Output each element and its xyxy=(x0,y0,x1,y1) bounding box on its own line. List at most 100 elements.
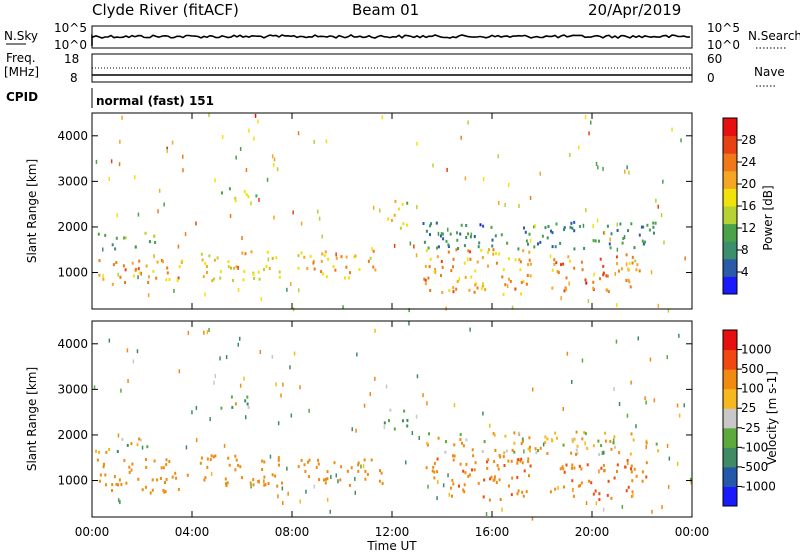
power-cell xyxy=(309,254,312,258)
velocity-cell xyxy=(335,473,337,478)
power-cell xyxy=(520,281,523,284)
power-cell xyxy=(324,250,327,254)
power-cell xyxy=(467,257,469,262)
power-cell xyxy=(582,223,585,228)
power-cell xyxy=(152,269,155,273)
power-cell xyxy=(425,249,428,253)
power-cell xyxy=(290,282,292,286)
velocity-cell xyxy=(604,431,606,435)
power-cell xyxy=(465,236,468,239)
time-tick-label: 12:00 xyxy=(375,525,410,539)
velocity-cell xyxy=(282,501,284,505)
velocity-cell xyxy=(542,442,545,447)
power-ytick-label: 1000 xyxy=(57,266,88,280)
velocity-cell xyxy=(103,462,105,466)
power-cell xyxy=(495,252,497,256)
velocity-cell xyxy=(590,481,593,485)
power-cell xyxy=(479,223,482,227)
power-colorbar-tick-label: 12 xyxy=(741,221,756,235)
power-cell xyxy=(593,272,595,277)
power-cell xyxy=(627,229,629,233)
power-cell xyxy=(456,238,459,242)
power-cell xyxy=(440,260,443,263)
power-colorbar: 4 8 12 16 20 24 28 Power [dB] xyxy=(722,117,775,295)
power-cell xyxy=(597,165,599,170)
power-cell xyxy=(138,271,141,275)
velocity-cell xyxy=(308,475,310,479)
power-cell xyxy=(134,267,137,271)
power-cell xyxy=(553,263,556,266)
velocity-cell xyxy=(231,405,234,409)
power-cell xyxy=(322,272,325,276)
velocity-cell xyxy=(128,465,131,469)
power-cell xyxy=(652,225,655,229)
power-cell xyxy=(629,285,632,289)
velocity-cell xyxy=(588,479,591,483)
power-cell xyxy=(184,232,187,237)
power-cell xyxy=(393,213,396,217)
velocity-cell xyxy=(156,478,159,482)
power-cell xyxy=(534,224,536,228)
velocity-colorbar-cell xyxy=(723,408,737,429)
power-cell xyxy=(321,252,324,256)
velocity-cell xyxy=(239,336,241,341)
power-cell xyxy=(480,287,483,291)
power-cell xyxy=(528,250,531,254)
velocity-cell xyxy=(245,415,247,420)
velocity-cell xyxy=(621,504,624,509)
velocity-cell xyxy=(274,474,277,478)
velocity-cell xyxy=(632,438,635,442)
power-cell xyxy=(567,255,570,259)
power-cell xyxy=(563,226,566,230)
power-cell xyxy=(501,275,504,279)
power-cell xyxy=(369,256,372,260)
power-cell xyxy=(145,264,148,268)
velocity-cell xyxy=(408,321,410,326)
velocity-cell xyxy=(624,465,627,469)
velocity-cell xyxy=(469,327,471,332)
power-cell xyxy=(555,222,558,226)
velocity-cell xyxy=(118,478,121,482)
velocity-cell xyxy=(381,482,384,485)
velocity-cell xyxy=(117,433,120,438)
power-cell xyxy=(221,134,224,139)
power-cell xyxy=(297,131,300,136)
power-cell xyxy=(554,245,557,249)
power-cell xyxy=(221,191,223,195)
power-cell xyxy=(527,242,529,246)
power-cell xyxy=(631,255,634,259)
velocity-cell xyxy=(293,351,296,356)
velocity-cell xyxy=(329,509,331,514)
velocity-cell xyxy=(271,354,274,359)
velocity-cell xyxy=(267,482,270,485)
power-cell xyxy=(399,226,402,230)
power-cell xyxy=(429,224,432,228)
power-cell xyxy=(641,239,644,243)
velocity-cell xyxy=(667,484,670,489)
power-cell xyxy=(267,257,270,262)
velocity-cell xyxy=(249,481,252,485)
power-cell xyxy=(344,276,346,280)
velocity-cell xyxy=(388,419,390,423)
velocity-cell xyxy=(337,479,339,484)
velocity-cell xyxy=(108,448,111,451)
velocity-cell xyxy=(653,398,656,403)
velocity-cell xyxy=(204,476,207,480)
nave-right-tick-bottom: 0 xyxy=(707,71,715,85)
velocity-cell xyxy=(303,463,306,467)
time-tick-label: 08:00 xyxy=(275,525,310,539)
velocity-cell xyxy=(247,405,250,409)
velocity-cell xyxy=(108,338,111,343)
power-cell xyxy=(547,225,550,228)
velocity-cell xyxy=(164,481,166,484)
velocity-cell xyxy=(556,436,558,440)
power-cell xyxy=(616,229,619,232)
power-cell xyxy=(458,277,460,282)
velocity-cell xyxy=(307,460,309,464)
power-cell xyxy=(556,270,559,273)
power-cell xyxy=(416,205,418,210)
velocity-cell xyxy=(104,473,107,477)
velocity-cell xyxy=(496,464,499,467)
power-cell xyxy=(620,267,623,271)
